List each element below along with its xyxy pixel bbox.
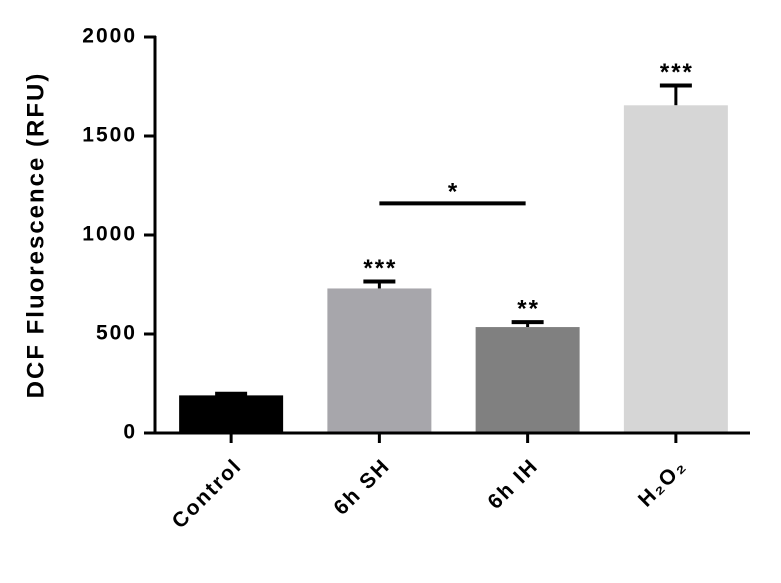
bar — [327, 288, 432, 433]
y-tick-label: 0 — [123, 421, 137, 444]
significance-label: *** — [363, 255, 397, 282]
comparison-label: * — [448, 179, 459, 206]
x-tick-label: H₂O₂ — [634, 454, 691, 511]
y-axis-label: DCF Fluorescence (RFU) — [22, 72, 49, 399]
significance-label: ** — [517, 295, 540, 322]
y-tick-label: 2000 — [82, 25, 137, 48]
bar — [475, 327, 580, 433]
x-tick-label: Control — [168, 454, 247, 533]
y-tick-label: 1000 — [82, 223, 137, 246]
bar — [623, 105, 728, 433]
y-tick-label: 500 — [96, 322, 137, 345]
significance-label: *** — [660, 59, 694, 86]
bar — [179, 395, 284, 433]
y-tick-label: 1500 — [82, 124, 137, 147]
x-tick-label: 6h SH — [329, 454, 394, 519]
x-tick-label: 6h IH — [483, 454, 543, 514]
